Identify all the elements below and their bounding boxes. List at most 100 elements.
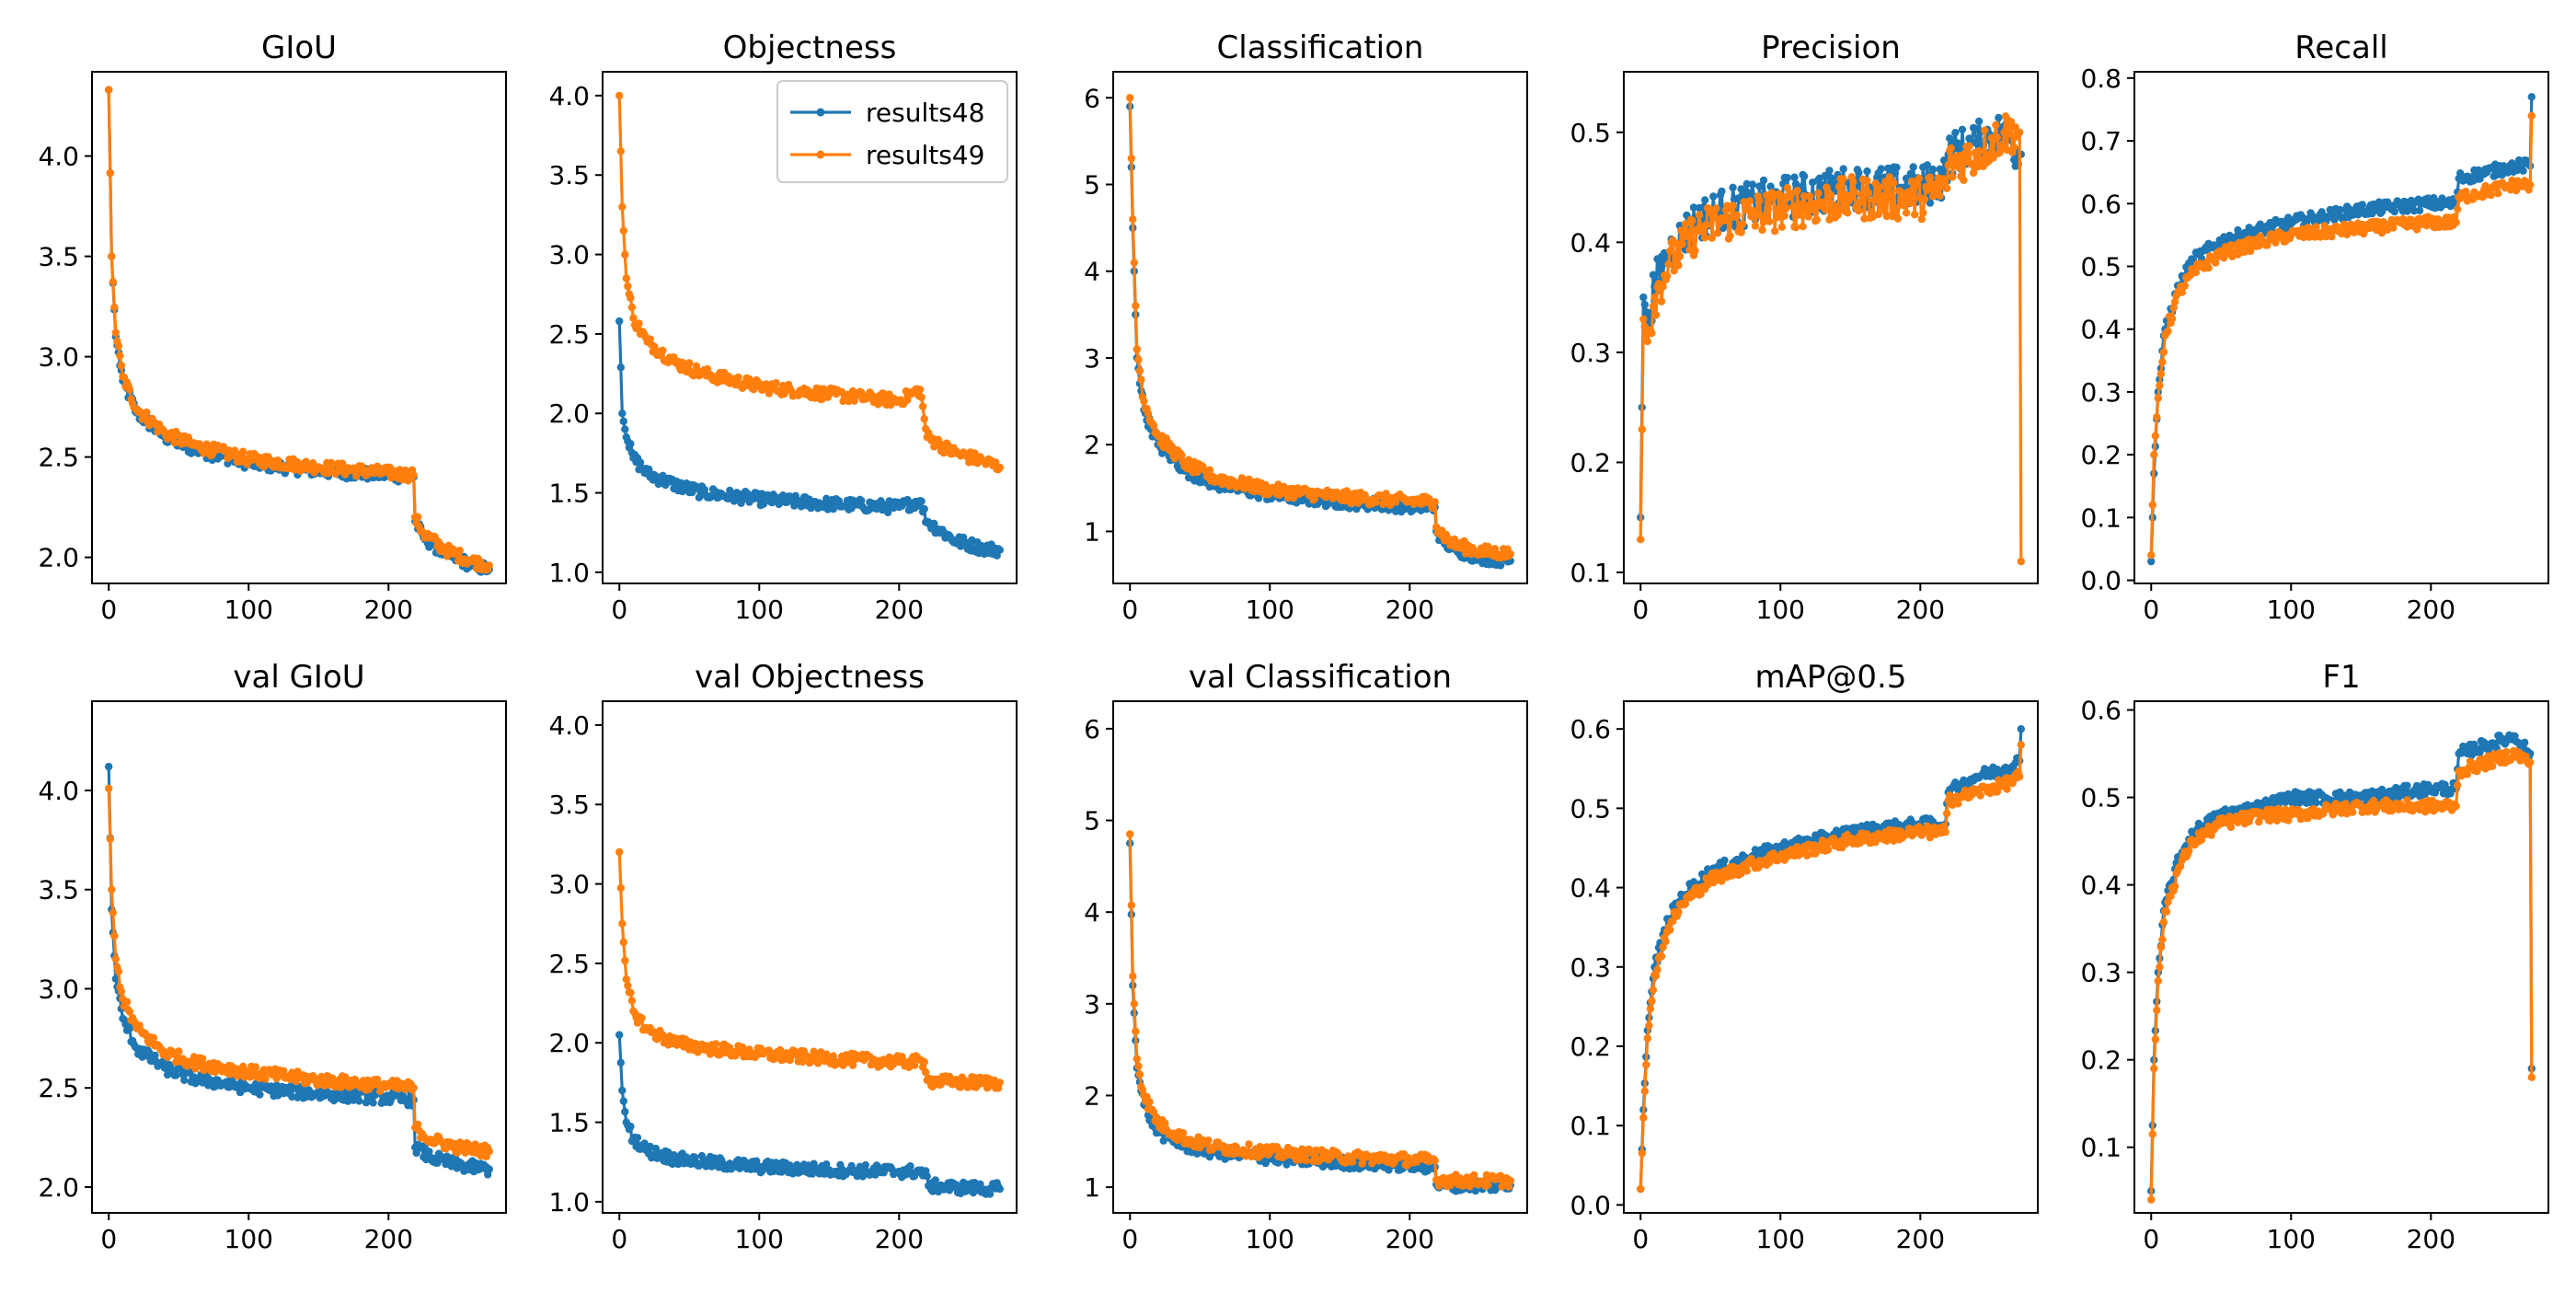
chart-precision-title: Precision [1761, 29, 1901, 66]
chart-val-objectness-point-results49 [627, 989, 634, 997]
chart-giou-point-results49 [143, 409, 150, 416]
chart-recall-ytick-label: 0.7 [2080, 126, 2122, 156]
chart-classification-point-results49 [1126, 94, 1133, 101]
chart-map-0-5-point-results49 [1644, 1034, 1651, 1042]
chart-val-objectness-point-results48 [906, 1162, 914, 1170]
chart-objectness-point-results48 [615, 317, 623, 325]
chart-classification-point-results49 [1132, 302, 1139, 309]
chart-giou-point-results49 [239, 448, 247, 456]
chart-precision-point-results49 [1943, 185, 1950, 192]
chart-recall-ytick-label: 0.5 [2080, 251, 2122, 282]
chart-recall-point-results49 [2157, 370, 2165, 377]
chart-objectness-point-results48 [620, 418, 627, 425]
chart-precision-point-results48 [1800, 172, 1808, 179]
chart-precision-point-results49 [1726, 232, 1733, 239]
chart-precision-xtick-label: 100 [1756, 594, 1805, 625]
chart-precision-point-results49 [1865, 190, 1872, 197]
chart-val-objectness-point-results48 [996, 1185, 1004, 1193]
chart-val-classification-point-results49 [1245, 1140, 1252, 1148]
chart-giou-point-results49 [414, 513, 421, 521]
chart-recall-series-results48 [2147, 93, 2536, 565]
chart-precision-point-results49 [1781, 212, 1788, 219]
chart-precision-point-results49 [1965, 143, 1972, 150]
chart-objectness-ytick-label: 4.0 [548, 81, 590, 111]
chart-precision-point-results49 [2016, 129, 2023, 136]
chart-giou-ytick-label: 2.0 [38, 543, 79, 573]
chart-precision-point-results49 [1992, 121, 1999, 129]
chart-map-0-5-point-results49 [1642, 1061, 1650, 1068]
chart-precision-point-results48 [1863, 167, 1870, 175]
chart-giou-ytick-label: 4.0 [38, 142, 79, 172]
chart-recall-point-results49 [2149, 502, 2156, 509]
chart-recall-xtick-label: 100 [2267, 594, 2316, 625]
chart-precision-point-results49 [1752, 222, 1759, 229]
chart-val-objectness-point-results48 [986, 1190, 994, 1197]
chart-val-classification-title: val Classification [1189, 659, 1452, 696]
chart-val-giou-point-results49 [112, 955, 120, 963]
chart-precision-point-results49 [1915, 175, 1923, 182]
chart-objectness-point-results48 [857, 497, 865, 504]
chart-classification-title: Classification [1217, 29, 1424, 66]
chart-precision-point-results49 [1849, 178, 1857, 185]
chart-val-objectness-point-results49 [621, 957, 628, 964]
chart-precision-point-results49 [1663, 272, 1671, 280]
chart-recall-point-results49 [2168, 315, 2176, 322]
chart-precision-ytick-label: 0.4 [1570, 227, 1611, 258]
chart-val-giou-point-results49 [123, 998, 131, 1006]
chart-classification-xtick-label: 0 [1121, 594, 1138, 625]
chart-objectness-point-results48 [618, 410, 626, 417]
chart-giou-ytick-label: 3.0 [38, 342, 79, 373]
chart-precision-point-results49 [1701, 234, 1708, 241]
chart-val-objectness-point-results49 [996, 1079, 1004, 1086]
chart-val-classification-ytick-label: 6 [1084, 714, 1100, 744]
chart-giou-xtick-label: 0 [100, 594, 117, 625]
chart-val-objectness-point-results48 [627, 1123, 634, 1130]
chart-val-objectness-point-results48 [617, 1059, 625, 1067]
chart-precision-point-results49 [1876, 183, 1883, 190]
chart-precision-point-results49 [1844, 209, 1851, 216]
chart-map-0-5-point-results49 [1653, 966, 1661, 974]
chart-classification-ytick-label: 1 [1084, 516, 1100, 547]
chart-val-objectness-point-results49 [638, 1014, 645, 1021]
chart-precision-point-results49 [1954, 163, 1961, 170]
chart-classification-ytick-label: 2 [1084, 430, 1100, 460]
chart-classification-point-results49 [1136, 367, 1144, 375]
chart-precision-point-results49 [1793, 187, 1800, 194]
chart-precision-point-results49 [1936, 192, 1943, 200]
chart-recall-frame [2134, 72, 2548, 583]
chart-precision-point-results48 [1975, 118, 1983, 125]
chart-precision-point-results49 [1919, 209, 1926, 216]
chart-val-giou-frame [92, 701, 506, 1213]
chart-map-0-5-point-results48 [2018, 725, 2025, 733]
chart-objectness-point-results48 [617, 363, 625, 371]
chart-precision-point-results49 [1948, 144, 1955, 152]
chart-classification-ytick-label: 6 [1084, 83, 1100, 113]
chart-precision-point-results49 [1890, 179, 1897, 187]
chart-classification-point-results49 [1150, 422, 1157, 430]
chart-precision-point-results49 [1720, 216, 1728, 224]
chart-val-classification-point-results49 [1132, 1028, 1139, 1035]
chart-objectness-point-results49 [921, 415, 928, 422]
chart-map-0-5-point-results49 [1650, 986, 1657, 994]
chart-precision-point-results48 [1907, 170, 1915, 178]
chart-objectness-point-results49 [659, 347, 666, 354]
chart-classification-ytick-label: 4 [1084, 257, 1100, 287]
chart-classification-point-results49 [1507, 550, 1514, 558]
chart-objectness-point-results49 [996, 464, 1004, 471]
chart-classification-point-results49 [1432, 498, 1439, 505]
chart-map-0-5-point-results49 [1824, 846, 1832, 853]
chart-val-classification-ytick-label: 1 [1084, 1172, 1100, 1203]
chart-val-objectness-line-results49 [619, 852, 1000, 1088]
chart-precision-point-results48 [1840, 165, 1847, 172]
chart-val-objectness-point-results48 [862, 1161, 869, 1169]
chart-recall-point-results49 [2528, 112, 2536, 120]
chart-precision-point-results48 [1892, 164, 1900, 171]
chart-val-objectness-point-results49 [615, 848, 623, 856]
chart-precision-point-results49 [1738, 228, 1745, 236]
chart-precision-point-results49 [1994, 133, 2001, 141]
chart-giou-point-results49 [116, 352, 123, 359]
